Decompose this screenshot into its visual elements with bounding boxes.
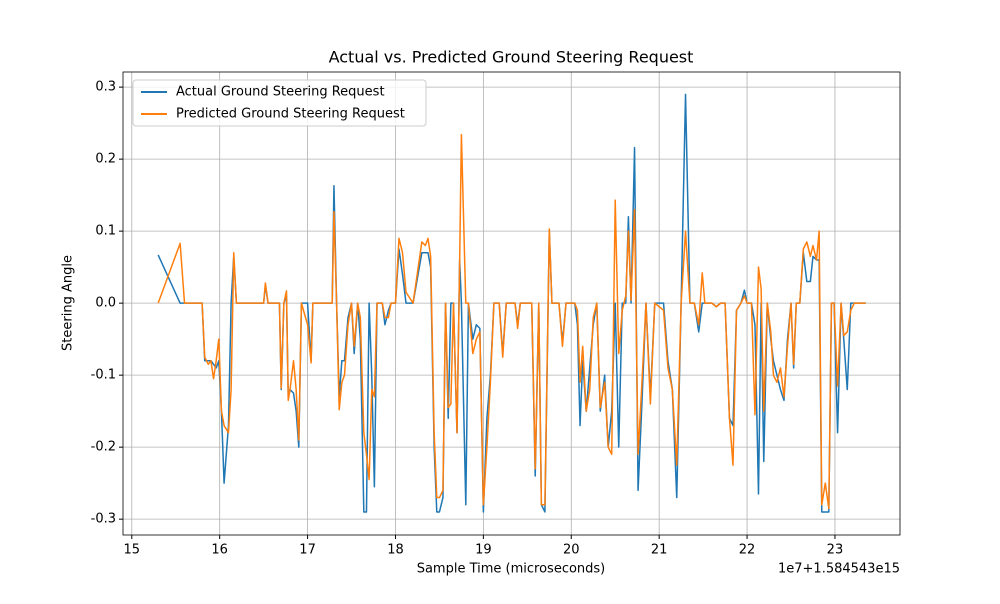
x-tick-label: 23 bbox=[827, 543, 844, 558]
x-tick-label: 22 bbox=[739, 543, 756, 558]
x-tick-label: 17 bbox=[299, 543, 316, 558]
y-tick-label: 0.3 bbox=[95, 80, 116, 95]
x-tick-label: 20 bbox=[563, 543, 580, 558]
legend-label: Predicted Ground Steering Request bbox=[176, 107, 405, 122]
x-tick-label: 19 bbox=[475, 543, 492, 558]
y-tick-label: -0.2 bbox=[91, 440, 116, 455]
x-tick-label: 21 bbox=[651, 543, 668, 558]
y-tick-label: 0.2 bbox=[95, 152, 116, 167]
x-tick-label: 18 bbox=[387, 543, 404, 558]
x-axis-label: Sample Time (microseconds) bbox=[417, 562, 606, 577]
legend-label: Actual Ground Steering Request bbox=[176, 85, 385, 100]
plot-frame bbox=[122, 71, 901, 536]
y-tick-label: 0.1 bbox=[95, 224, 116, 239]
legend: Actual Ground Steering Request Predicted … bbox=[132, 79, 427, 127]
chart-title: Actual vs. Predicted Ground Steering Req… bbox=[329, 48, 694, 67]
x-tick-label: 16 bbox=[211, 543, 228, 558]
y-tick-label: -0.1 bbox=[91, 368, 116, 383]
y-tick-label: -0.3 bbox=[91, 512, 116, 527]
y-tick-label: 0.0 bbox=[95, 296, 116, 311]
y-axis-label: Steering Angle bbox=[61, 255, 76, 351]
series-line bbox=[157, 133, 866, 510]
x-offset-label: 1e7+1.584543e15 bbox=[778, 562, 900, 577]
legend-box bbox=[132, 79, 427, 127]
x-tick-label: 15 bbox=[124, 543, 141, 558]
